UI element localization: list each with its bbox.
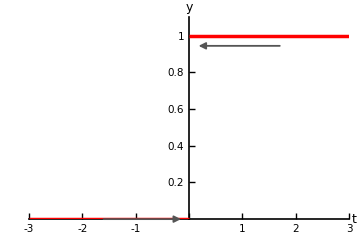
Text: t: t [352,213,357,226]
Text: y: y [185,1,193,14]
